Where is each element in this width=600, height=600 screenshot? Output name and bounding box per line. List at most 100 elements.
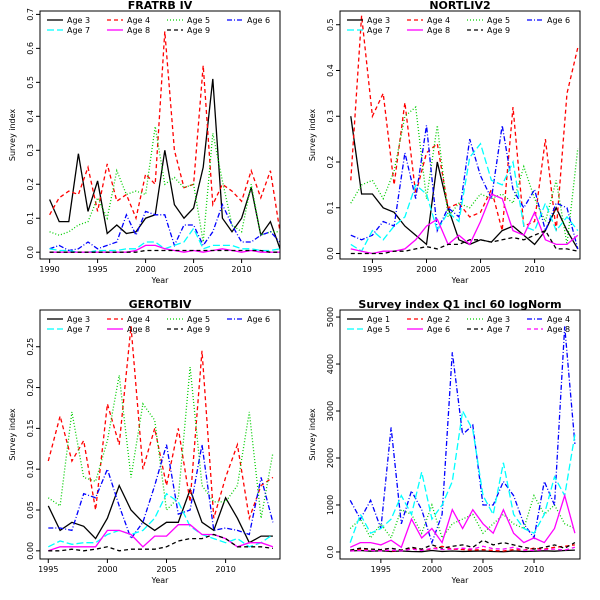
chart-panel: Survey index Q1 incl 60 logNorm 1995 2000 2… <box>308 298 581 585</box>
series-line <box>349 493 576 549</box>
series-line <box>350 193 579 255</box>
chart-title: FRATRB IV <box>128 0 193 12</box>
legend-label: Age 9 <box>187 26 210 35</box>
legend-label: Age 8 <box>547 325 570 334</box>
x-tick-label: 2005 <box>473 565 493 574</box>
plot-frame <box>339 309 581 560</box>
series-line <box>49 249 280 253</box>
legend-label: Age 7 <box>367 26 390 35</box>
y-axis-label: Survey index <box>8 109 17 162</box>
legend-label: Age 9 <box>187 325 210 334</box>
legend-label: Age 5 <box>487 16 510 25</box>
series-line <box>49 78 280 250</box>
y-tick-label: 0.1 <box>326 201 335 214</box>
series-line <box>350 545 576 552</box>
x-axis-label: Year <box>151 576 170 585</box>
x-tick-label: 2005 <box>183 265 203 274</box>
y-tick-label: 0.10 <box>26 460 35 478</box>
y-tick-label: 0.1 <box>26 212 35 225</box>
legend-label: Age 3 <box>487 315 510 324</box>
legend-label: Age 3 <box>67 16 90 25</box>
series-line <box>350 229 578 255</box>
legend-label: Age 4 <box>127 315 150 324</box>
x-tick-label: 2010 <box>231 265 251 274</box>
legend-label: Age 3 <box>67 315 90 324</box>
legend-label: Age 4 <box>127 16 150 25</box>
series-line <box>48 492 274 548</box>
series-line <box>47 326 274 521</box>
legend-label: Age 5 <box>187 315 210 324</box>
x-axis-label: Year <box>451 576 470 585</box>
series-line <box>349 408 576 543</box>
chart-panel: FRATRB IV 1990 1995 2000 2005 2010 0.0 0.1 0.2 0.… <box>8 0 281 285</box>
series-line <box>49 202 280 252</box>
series-line <box>350 142 579 253</box>
legend-label: Age 6 <box>427 325 450 334</box>
series-line <box>48 524 274 552</box>
series-line <box>349 493 576 540</box>
y-tick-label: 0.5 <box>26 76 35 89</box>
y-tick-label: 0.00 <box>26 542 35 560</box>
legend-label: Age 6 <box>547 16 570 25</box>
y-tick-label: 0.0 <box>326 247 335 260</box>
y-tick-label: 5000 <box>326 307 335 327</box>
x-tick-label: 1990 <box>39 265 59 274</box>
y-tick-label: 0.6 <box>26 42 35 55</box>
legend-label: Age 6 <box>247 315 270 324</box>
x-tick-label: 2000 <box>416 265 436 274</box>
series-line <box>47 483 273 544</box>
series-line <box>350 549 575 553</box>
series-line <box>350 539 576 551</box>
series-line <box>349 326 576 545</box>
plot-frame <box>39 309 281 560</box>
x-tick-label: 1995 <box>362 265 382 274</box>
legend-label: Age 2 <box>427 315 450 324</box>
x-axis-label: Year <box>151 276 170 285</box>
y-axis-label: Survey index <box>8 408 17 461</box>
series-line <box>49 126 280 243</box>
series-line <box>350 105 579 245</box>
legend-label: Age 5 <box>367 325 390 334</box>
legend-label: Age 4 <box>427 16 450 25</box>
y-tick-label: 0.4 <box>326 64 335 77</box>
legend-label: Age 8 <box>427 26 450 35</box>
x-tick-label: 2000 <box>97 565 117 574</box>
x-tick-label: 1995 <box>38 565 58 574</box>
x-tick-label: 2000 <box>135 265 155 274</box>
legend-label: Age 8 <box>127 325 150 334</box>
legend-label: Age 8 <box>127 26 150 35</box>
legend-label: Age 7 <box>67 26 90 35</box>
x-tick-label: 2005 <box>470 265 490 274</box>
plot-frame <box>39 10 281 260</box>
y-tick-label: 0.2 <box>26 178 35 191</box>
x-tick-label: 2005 <box>156 565 176 574</box>
legend-label: Age 9 <box>487 26 510 35</box>
chart-panel: GEROTBIV 1995 2000 2005 2010 0.00 0.05 0.10 0.15… <box>8 298 281 585</box>
y-axis-label: Survey index <box>308 109 317 162</box>
y-tick-label: 0.05 <box>26 501 35 519</box>
y-tick-label: 0.2 <box>326 156 335 169</box>
y-tick-label: 0.5 <box>326 18 335 31</box>
series-line <box>48 444 274 540</box>
chart-title: Survey index Q1 incl 60 logNorm <box>358 298 561 311</box>
legend-label: Age 1 <box>367 315 390 324</box>
legend-label: Age 6 <box>247 16 270 25</box>
legend-label: Age 3 <box>367 16 390 25</box>
x-tick-label: 1995 <box>371 565 391 574</box>
y-tick-label: 0.3 <box>26 144 35 157</box>
y-tick-label: 3000 <box>326 401 335 421</box>
series-line <box>49 31 280 232</box>
x-tick-label: 2010 <box>524 265 544 274</box>
x-axis-label: Year <box>451 276 470 285</box>
legend-label: Age 7 <box>67 325 90 334</box>
series-line <box>47 367 274 519</box>
x-tick-label: 2010 <box>215 565 235 574</box>
y-tick-label: 2000 <box>326 448 335 468</box>
series-line <box>350 15 579 231</box>
y-tick-label: 0.4 <box>26 110 35 123</box>
y-tick-label: 1000 <box>326 495 335 515</box>
y-tick-label: 0.15 <box>26 419 35 437</box>
y-tick-label: 0.0 <box>326 546 335 559</box>
